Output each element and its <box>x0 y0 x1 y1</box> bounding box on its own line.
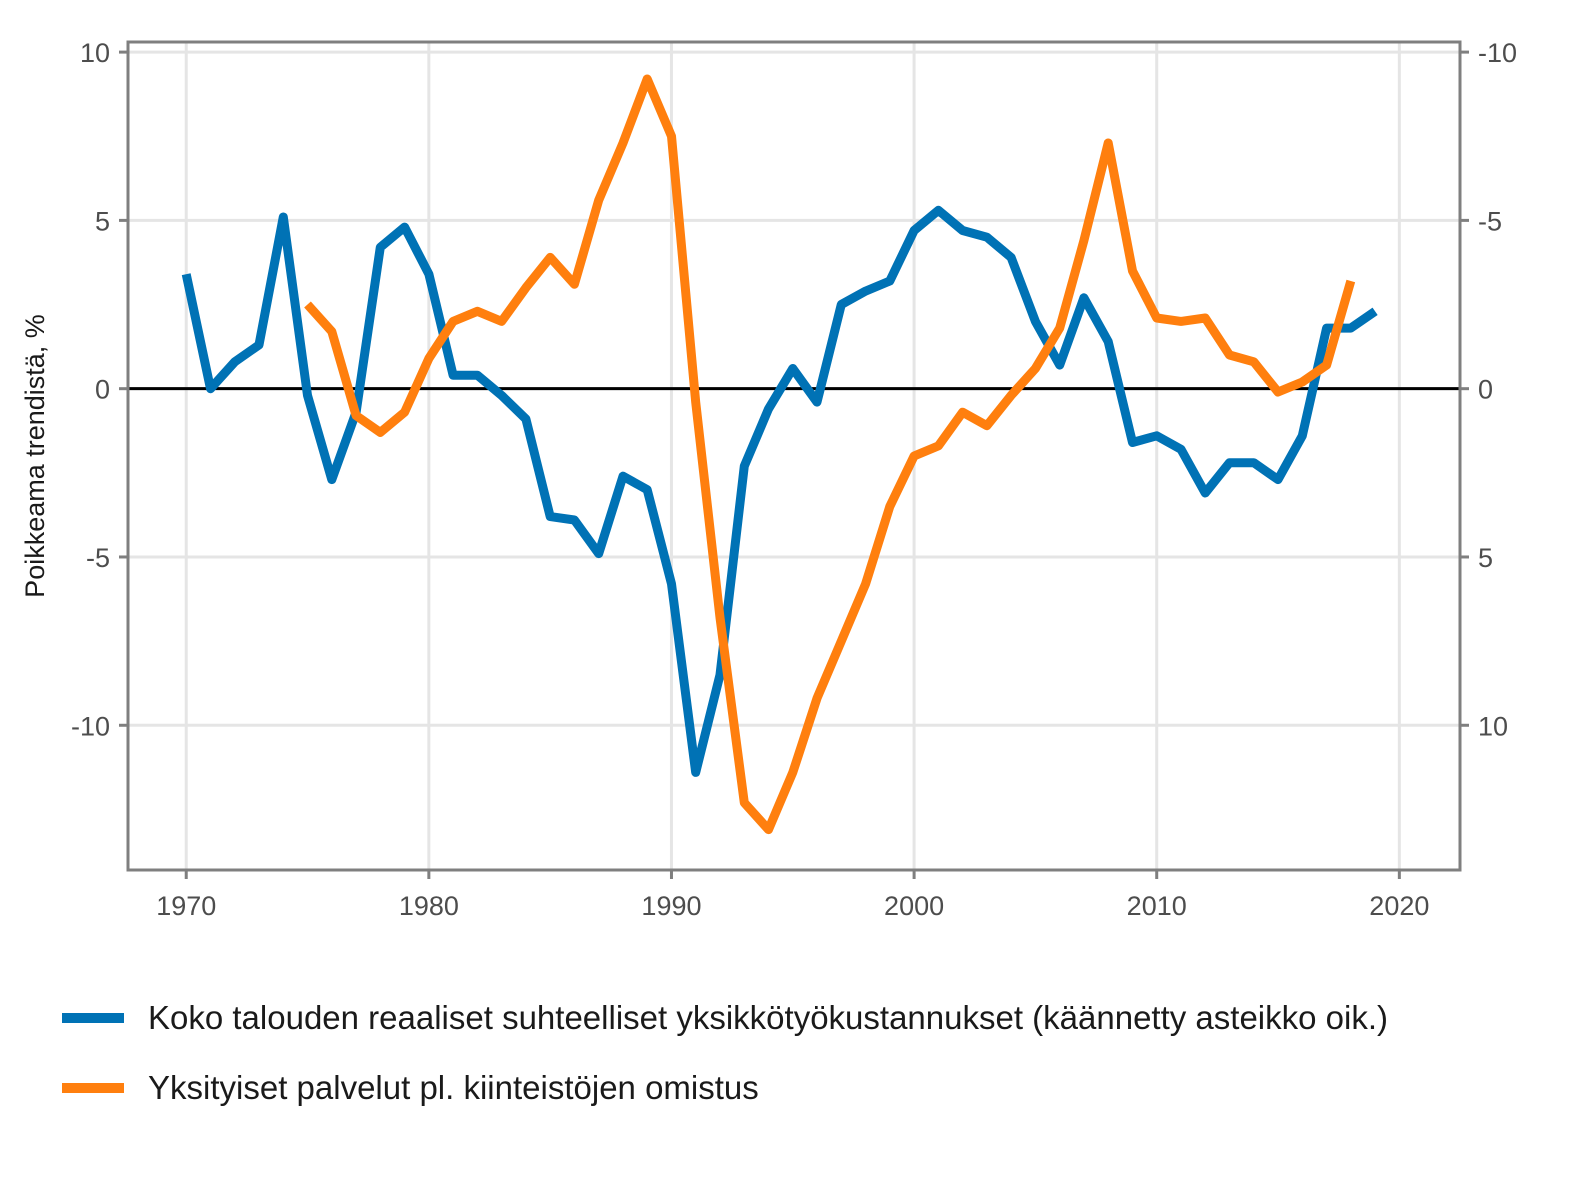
legend-swatch-blue <box>62 1013 124 1023</box>
plot-frame <box>126 40 1462 872</box>
y-tick-label: -10 <box>71 711 110 741</box>
y2-tick-label: 0 <box>1478 375 1493 405</box>
y-axis-title: Poikkeama trendistä, % <box>20 314 50 598</box>
x-tick-label: 1970 <box>156 891 216 921</box>
y2-tick-label: -10 <box>1478 38 1517 68</box>
y2-tick-label: -5 <box>1478 206 1502 236</box>
series-line-0 <box>181 205 1378 777</box>
legend-item-orange: Yksityiset palvelut pl. kiinteistöjen om… <box>62 1069 1388 1106</box>
series-line-1 <box>304 74 1356 835</box>
y-tick-label: 0 <box>95 375 110 405</box>
chart-svg: 1970 1980 1990 2000 2010 2020 10 5 0 -5 -10 -10 -5 0 5… <box>20 38 1517 921</box>
x-tick-label: 1990 <box>641 891 701 921</box>
x-tick-label: 2020 <box>1369 891 1429 921</box>
y2-tick-label: 10 <box>1478 711 1508 741</box>
y-tick-label: 10 <box>80 38 110 68</box>
legend-item-blue: Koko talouden reaaliset suhteelliset yks… <box>62 999 1388 1036</box>
x-tick-label: 2010 <box>1127 891 1187 921</box>
legend: Koko talouden reaaliset suhteelliset yks… <box>62 999 1388 1140</box>
legend-swatch-orange <box>62 1083 124 1093</box>
x-tick-label: 2000 <box>884 891 944 921</box>
y-tick-label: -5 <box>86 543 110 573</box>
legend-label-orange: Yksityiset palvelut pl. kiinteistöjen om… <box>148 1069 759 1106</box>
y2-tick-label: 5 <box>1478 543 1493 573</box>
x-tick-label: 1980 <box>399 891 459 921</box>
y-tick-label: 5 <box>95 206 110 236</box>
legend-label-blue: Koko talouden reaaliset suhteelliset yks… <box>148 999 1388 1036</box>
series-lines <box>181 74 1378 835</box>
axis-ticks: 1970 1980 1990 2000 2010 2020 10 5 0 -5 -10 -10 -5 0 5… <box>71 38 1517 921</box>
